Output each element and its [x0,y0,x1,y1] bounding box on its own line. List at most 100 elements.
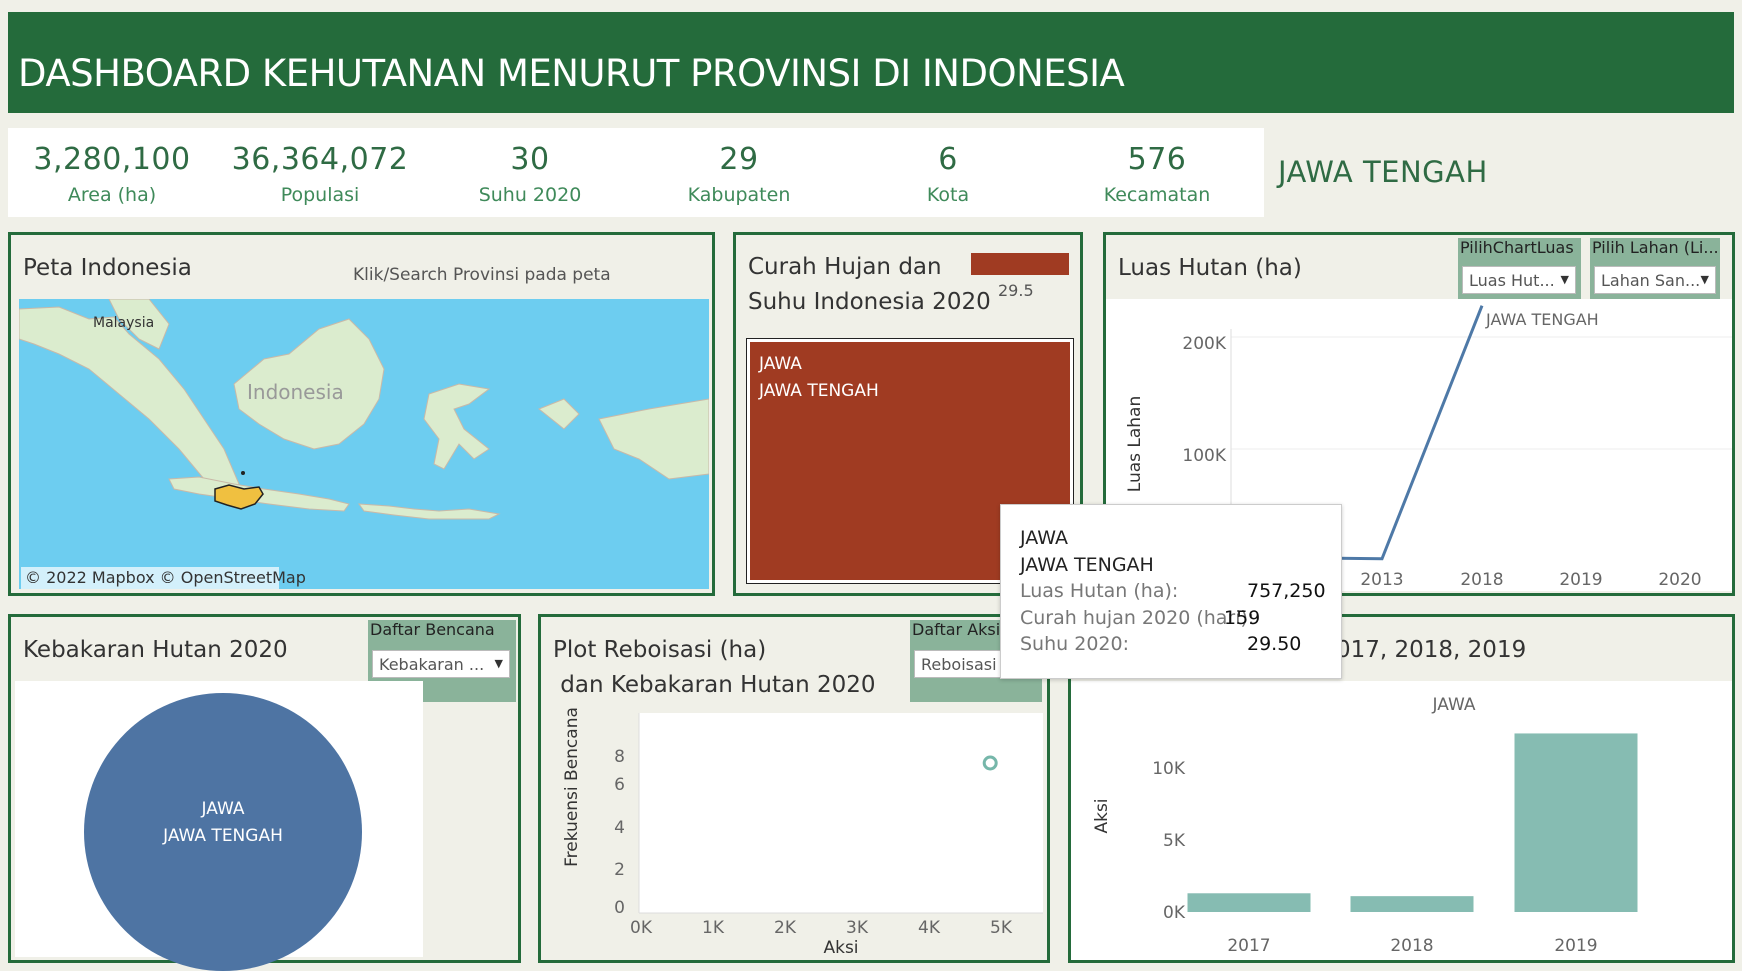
line-chart-ylabel: Luas Lahan [1125,396,1145,492]
bar-y-tick: 5K [1163,831,1186,851]
land-selector-label: Pilih Lahan (Li... [1592,238,1719,257]
map-land-malaysia [108,299,170,350]
tooltip-value-forest-area: 757,250 [1247,580,1326,602]
map-region-jawa-tengah[interactable] [214,484,264,510]
kpi-value: 576 [1127,142,1187,177]
fire-circle-jawa-tengah[interactable] [84,693,362,971]
x-tick-2018: 2018 [1460,570,1503,590]
bar-x-tick: 2019 [1554,936,1597,956]
scatter-y-tick: 8 [614,747,625,767]
rain-panel-title-line1: Curah Hujan dan [748,254,942,280]
x-tick-2020: 2020 [1658,570,1701,590]
scatter-x-tick: 5K [990,918,1013,938]
x-tick-2019: 2019 [1559,570,1602,590]
fire-chart-area: JAWA JAWA TENGAH [15,681,423,971]
y-tick-200k: 200K [1182,334,1226,354]
forest-fire-panel: Kebakaran Hutan 2020 Daftar Bencana Keba… [8,614,521,971]
kpi-value: 29 [719,142,759,177]
dashboard-header: DASHBOARD KEHUTANAN MENURUT PROVINSI DI … [8,12,1734,113]
scatter-y-tick: 6 [614,775,625,795]
tooltip-key-rainfall: Curah hujan 2020 (hari): [1020,607,1255,629]
kpi-label: Suhu 2020 [478,184,582,206]
tooltip-key-forest-area: Luas Hutan (ha): [1020,580,1179,602]
bar-x-tick: 2017 [1227,936,1270,956]
bar-x-ticks: 2017 2018 2019 [1227,936,1597,956]
disaster-list-dropdown-box: Daftar Bencana Kebakaran ... ▼ [368,620,516,702]
land-selector-value: Lahan San... [1601,271,1701,290]
hover-tooltip: JAWA JAWA TENGAH Luas Hutan (ha): 757,25… [1000,504,1342,679]
tooltip-line2: JAWA TENGAH [1020,554,1154,576]
kpi-label: Kecamatan [1103,184,1211,206]
forest-area-panel: Luas Hutan (ha) PilihChartLuas Luas Hut.… [1103,232,1735,596]
scatter-y-tick: 4 [614,818,625,838]
disaster-list-dropdown[interactable]: Kebakaran ... ▼ [372,650,510,678]
map-land-sulawesi [423,383,491,470]
kpi-value: 3,280,100 [33,142,191,177]
chevron-down-icon: ▼ [1700,273,1709,286]
disaster-list-value: Kebakaran ... [379,655,485,674]
bar-2017[interactable] [1187,893,1311,912]
disaster-list-label: Daftar Bencana [370,620,495,639]
forest-panel-title: Luas Hutan (ha) [1118,255,1302,281]
scatter-x-tick: 2K [774,918,797,938]
x-tick-2013: 2013 [1360,570,1403,590]
map-label-indonesia: Indonesia [247,380,344,404]
scatter-y-tick: 2 [614,860,625,880]
kpi-population: 36,364,072 Populasi [216,128,424,217]
color-legend-value: 29.5 [998,281,1034,300]
tooltip-key-temperature: Suhu 2020: [1020,633,1129,655]
bar-2019[interactable] [1514,733,1638,912]
scatter-ylabel: Frekuensi Bencana [562,707,582,867]
treemap-label-line1: JAWA [759,354,802,374]
reforestation-scatter-panel: Plot Reboisasi (ha) dan Kebakaran Hutan … [538,614,1050,963]
kpi-label: Kota [926,184,970,206]
scatter-points [982,755,998,771]
scatter-x-tick: 1K [702,918,725,938]
kpi-kecamatan: 576 Kecamatan [1053,128,1261,217]
color-legend-bar [971,253,1069,275]
tooltip-value-temperature: 29.50 [1247,633,1302,655]
fire-circle-label-line2: JAWA TENGAH [163,826,283,846]
treemap-label-line2: JAWA TENGAH [759,381,879,401]
chart-selector-value: Luas Hut... [1469,271,1555,290]
rain-panel-title-line2: Suhu Indonesia 2020 [748,289,991,315]
selected-region-label: JAWA TENGAH [1278,155,1488,189]
kpi-label: Populasi [280,184,360,206]
tooltip-value-rainfall: 159 [1224,607,1261,629]
bar-ylabel: Aksi [1092,798,1112,833]
bar-panel-title: 017, 2018, 2019 [1336,637,1527,663]
scatter-y-ticks: 0 2 4 6 8 [614,747,625,918]
map-attribution[interactable]: © 2022 Mapbox © OpenStreetMap [25,568,306,587]
series-label-jawa-tengah: JAWA TENGAH [1485,310,1599,329]
kpi-label: Area (ha) [67,184,157,206]
map-land-maluku [538,398,580,430]
bar-chart[interactable]: JAWA Aksi 0K 5K 10K 2017 2018 2019 [1071,681,1732,960]
land-selector-dropdown-box: Pilih Lahan (Li... Lahan San... ▼ [1590,238,1720,304]
scatter-x-ticks: 0K 1K 2K 3K 4K 5K [630,918,1013,938]
action-list-value: Reboisasi ... [921,655,1017,674]
dashboard-title: DASHBOARD KEHUTANAN MENURUT PROVINSI DI … [18,52,1125,95]
kpi-value: 36,364,072 [231,142,409,177]
land-selector-dropdown[interactable]: Lahan San... ▼ [1594,266,1716,294]
bar-y-ticks: 0K 5K 10K [1152,759,1186,923]
kpi-kota: 6 Kota [844,128,1052,217]
scatter-panel-title-line2: dan Kebakaran Hutan 2020 [553,672,876,698]
y-tick-100k: 100K [1182,446,1226,466]
bar-series [1187,733,1638,912]
scatter-chart[interactable]: Frekuensi Bencana Aksi 0 2 4 6 8 0K 1K 2K 3K 4K 5… [541,617,1047,960]
chevron-down-icon: ▼ [494,657,503,670]
scatter-plot-area [639,713,1043,913]
chart-selector-dropdown-box: PilihChartLuas Luas Hut... ▼ [1458,238,1581,304]
bar-2018[interactable] [1350,896,1474,912]
map-attribution-bg [21,567,279,589]
indonesia-map[interactable]: Malaysia Indonesia © 2022 Mapbox © OpenS… [19,299,709,589]
reforestation-bar-panel: 017, 2018, 2019 JAWA Aksi 0K 5K 10K 2017 20… [1068,614,1735,963]
kpi-temperature: 30 Suhu 2020 [426,128,634,217]
kpi-value: 30 [510,142,550,177]
map-panel-title: Peta Indonesia [23,255,192,281]
scatter-x-tick: 3K [846,918,869,938]
chart-selector-dropdown[interactable]: Luas Hut... ▼ [1462,266,1576,294]
chevron-down-icon: ▼ [1560,273,1569,286]
scatter-point[interactable] [982,755,998,771]
scatter-panel-title-line1: Plot Reboisasi (ha) [553,637,767,663]
